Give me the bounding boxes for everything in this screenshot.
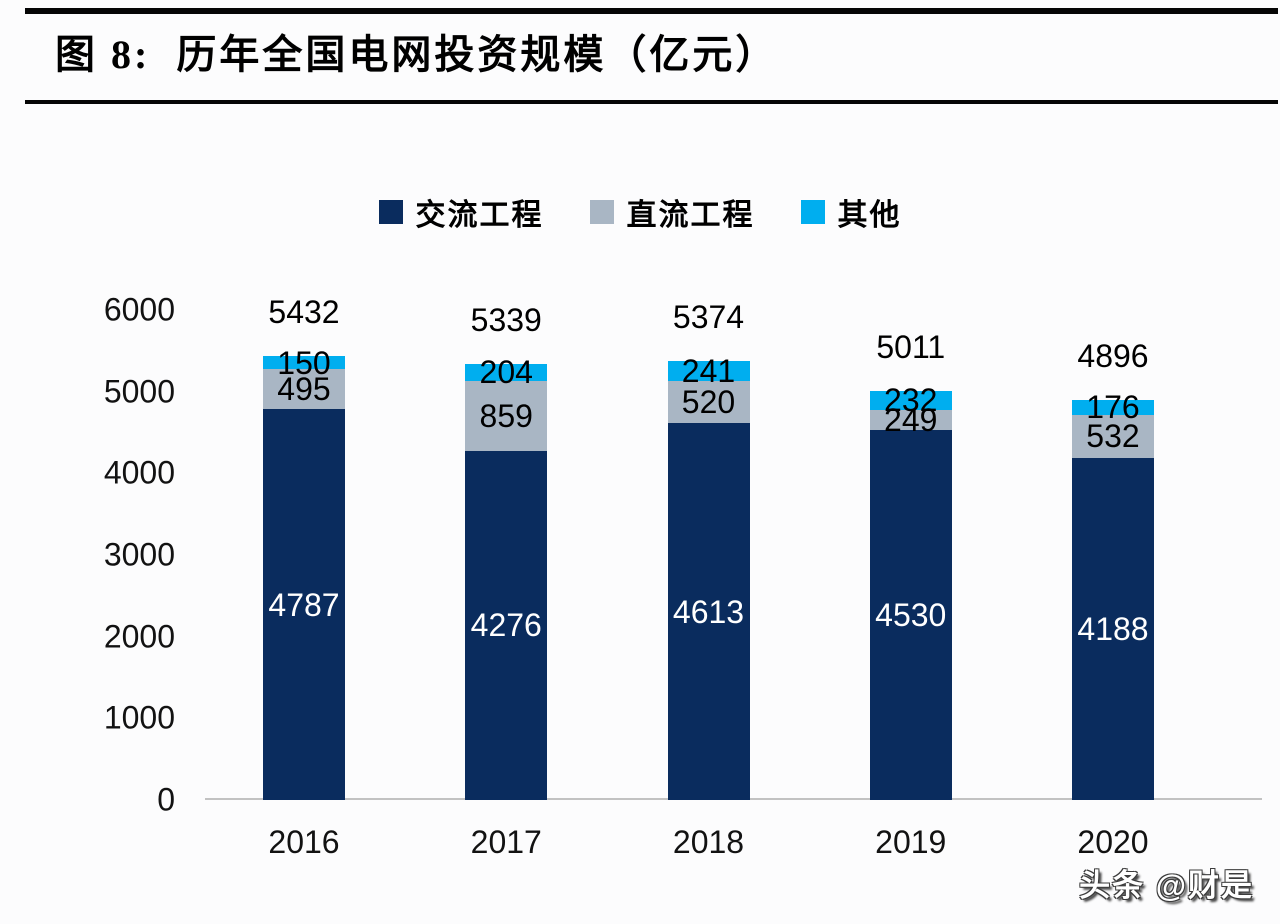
legend-label: 直流工程 [626,199,755,232]
total-value-label: 5374 [672,299,745,336]
bar-segment-2016-s3 [263,356,345,369]
segment-value-label: 532 [1086,418,1140,455]
segment-value-label: 4188 [1077,610,1149,647]
segment-value-label: 495 [277,370,331,407]
x-axis-category-label: 2019 [875,824,947,860]
y-axis-tick-label: 2000 [103,618,175,655]
bar-segment-2020-s3 [1072,400,1154,415]
legend-item-2: 直流工程 [589,190,755,234]
bar-segment-2016-s1 [263,409,345,800]
x-axis-category-label: 2020 [1077,824,1149,860]
legend-item-1: 交流工程 [378,190,544,234]
chart-legend: 交流工程 直流工程 其他 [0,190,1280,234]
legend-swatch-icon [378,200,403,224]
legend-item-3: 其他 [800,190,902,234]
segment-value-label: 520 [681,384,736,421]
bar-segment-2018-s3 [667,361,750,381]
segment-value-label: 232 [884,382,938,419]
y-axis-tick-label: 5000 [103,373,175,410]
segment-value-label: 4530 [875,597,947,634]
segment-value-label: 4613 [672,593,745,630]
total-value-label: 5339 [470,301,542,338]
segment-value-label: 249 [884,401,938,438]
bar-segment-2017-s1 [465,450,548,800]
segment-value-label: 176 [1086,389,1140,426]
x-axis-category-label: 2017 [470,824,542,860]
segment-value-label: 4787 [268,586,340,623]
legend-label: 交流工程 [415,199,544,232]
segment-value-label: 150 [277,344,331,381]
bar-segment-2020-s1 [1072,457,1154,800]
legend-swatch-icon [800,200,825,224]
y-axis-tick-label: 3000 [103,536,175,573]
total-value-label: 4896 [1077,338,1149,375]
legend-label: 其他 [837,199,902,232]
total-value-label: 5011 [876,328,946,365]
bar-segment-2018-s2 [667,380,750,424]
header-top-rule [25,8,1278,14]
bar-segment-2019-s3 [869,390,952,410]
legend-swatch-icon [589,200,614,224]
y-axis-tick-label: 1000 [103,699,175,736]
watermark-text: 头条 @财是 [1079,868,1254,903]
bar-segment-2017-s2 [465,380,548,451]
segment-value-label: 204 [479,354,533,391]
bar-segment-2016-s2 [263,368,345,410]
bar-segment-2018-s1 [667,423,750,800]
figure-title: 图 8: 历年全国电网投资规模（亿元） [55,32,779,77]
bar-segment-2019-s1 [869,430,952,800]
bar-segment-2020-s2 [1072,414,1154,458]
segment-value-label: 241 [681,352,736,389]
x-axis-category-label: 2018 [672,824,745,860]
y-axis-tick-label: 4000 [103,454,175,491]
x-axis-category-label: 2016 [268,824,340,860]
bar-segment-2019-s2 [869,409,952,431]
total-value-label: 5432 [268,294,340,331]
y-axis-tick-label: 6000 [103,291,175,328]
y-axis-tick-label: 0 [157,781,175,818]
segment-value-label: 4276 [470,607,542,644]
header-bottom-rule [25,100,1278,104]
segment-value-label: 859 [479,397,533,434]
bar-segment-2017-s3 [465,363,548,381]
